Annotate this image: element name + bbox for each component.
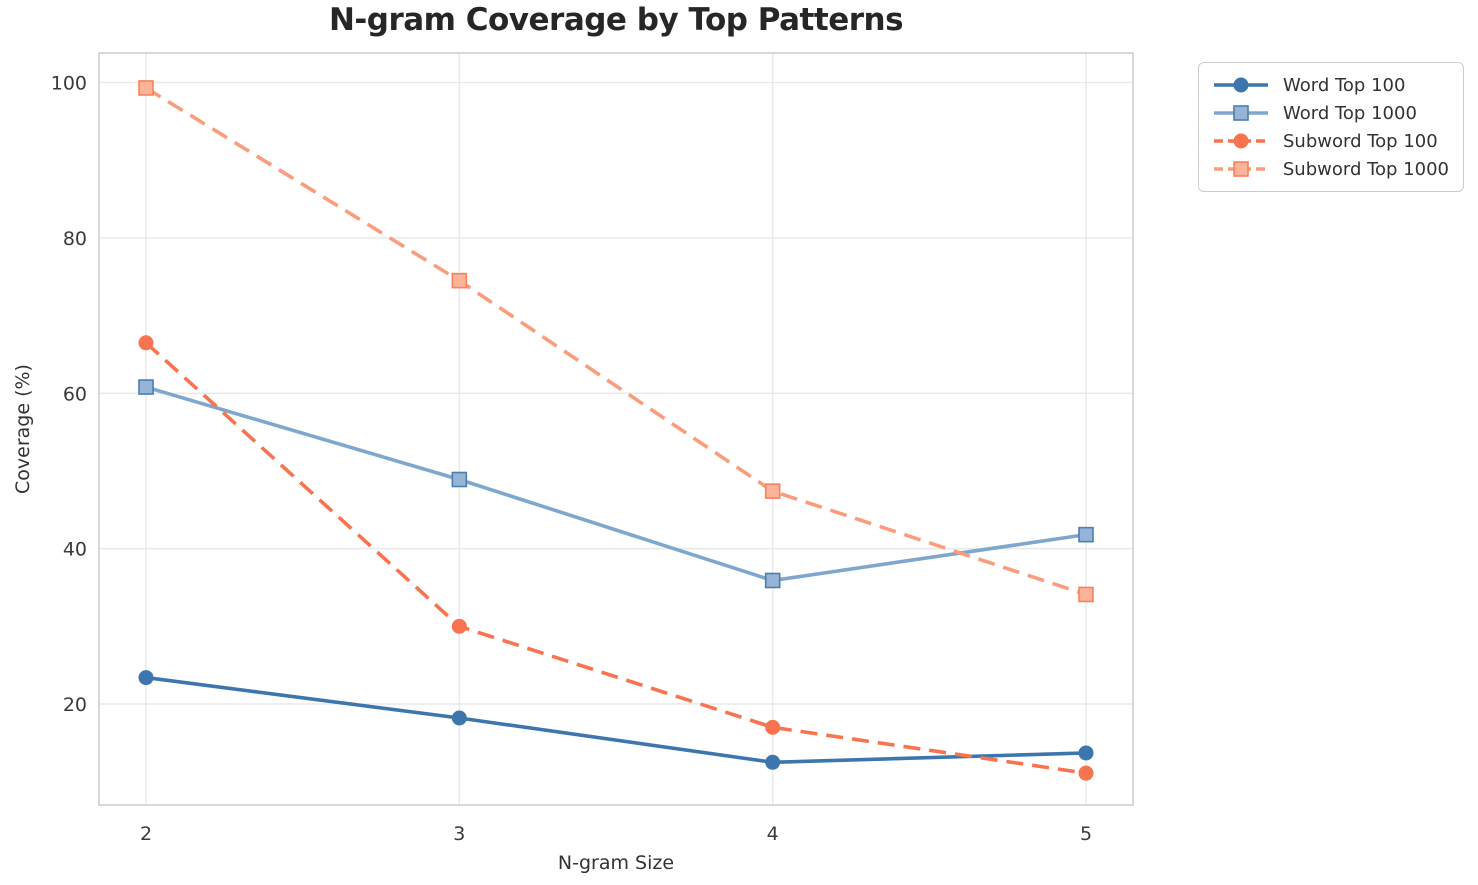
marker-subword-top-100-x4: [765, 719, 781, 735]
x-tick-label-2: 2: [140, 823, 152, 845]
x-axis-label: N-gram Size: [557, 852, 675, 874]
legend-swatch-subword-top-1000: [1214, 161, 1268, 177]
marker-subword-top-1000-x2: [138, 80, 154, 96]
legend-item-word-top-1000: Word Top 1000: [1213, 103, 1449, 124]
marker-subword-top-1000-x3: [451, 272, 468, 289]
marker-word-top-100-x4: [765, 754, 781, 770]
legend-marker-subword-top-1000-icon: [1233, 161, 1249, 177]
y-axis-label: Coverage (%): [12, 364, 34, 494]
series-line-word-top-100: [145, 675, 1087, 765]
x-tick-label-5: 5: [1080, 823, 1092, 845]
legend-label-word-top-1000: Word Top 1000: [1283, 102, 1417, 124]
legend-marker-subword-top-100-icon: [1233, 133, 1249, 149]
legend-item-word-top-100: Word Top 100: [1213, 75, 1449, 96]
marker-word-top-1000-x3: [451, 471, 468, 488]
series-line-subword-top-1000: [145, 86, 1087, 597]
marker-word-top-100-x2: [138, 670, 154, 686]
marker-word-top-1000-x4: [764, 572, 781, 589]
legend-marker-word-top-100-icon: [1233, 77, 1249, 93]
plot-border: [98, 52, 1134, 806]
marker-subword-top-1000-x4: [764, 483, 781, 499]
marker-word-top-100-x5: [1078, 745, 1094, 761]
series-line-subword-top-100: [144, 341, 1087, 775]
y-tick-label-20: 20: [63, 694, 87, 716]
marker-word-top-100-x3: [451, 710, 467, 726]
legend-swatch-word-top-1000: [1214, 105, 1268, 121]
marker-subword-top-100-x5: [1078, 765, 1094, 781]
marker-word-top-1000-x2: [138, 379, 154, 395]
y-tick-label-40: 40: [63, 539, 87, 561]
marker-subword-top-100-x2: [138, 335, 154, 351]
y-tick-label-60: 60: [63, 383, 87, 405]
legend-label-subword-top-1000: Subword Top 1000: [1282, 158, 1449, 180]
chart-title: N-gram Coverage by Top Patterns: [328, 2, 904, 38]
legend-item-subword-top-100: Subword Top 100: [1213, 131, 1449, 152]
marker-subword-top-1000-x5: [1078, 586, 1094, 603]
legend-label-subword-top-100: Subword Top 100: [1283, 130, 1438, 152]
legend-swatch-subword-top-100: [1214, 133, 1268, 149]
legend-item-subword-top-1000: Subword Top 1000: [1213, 159, 1449, 180]
y-tick-label-100: 100: [51, 73, 87, 95]
legend-swatch-word-top-100: [1214, 77, 1268, 93]
y-tick-label-80: 80: [63, 228, 87, 250]
x-tick-label-3: 3: [453, 823, 465, 845]
series-line-word-top-1000: [145, 385, 1087, 583]
marker-word-top-1000-x5: [1078, 526, 1094, 543]
legend-label-word-top-100: Word Top 100: [1283, 74, 1406, 96]
legend-marker-word-top-1000-icon: [1233, 105, 1249, 121]
marker-subword-top-100-x3: [451, 618, 467, 634]
legend: Word Top 100 Word Top 1000 Subword Top 100…: [1198, 62, 1464, 192]
x-tick-label-4: 4: [767, 823, 779, 845]
